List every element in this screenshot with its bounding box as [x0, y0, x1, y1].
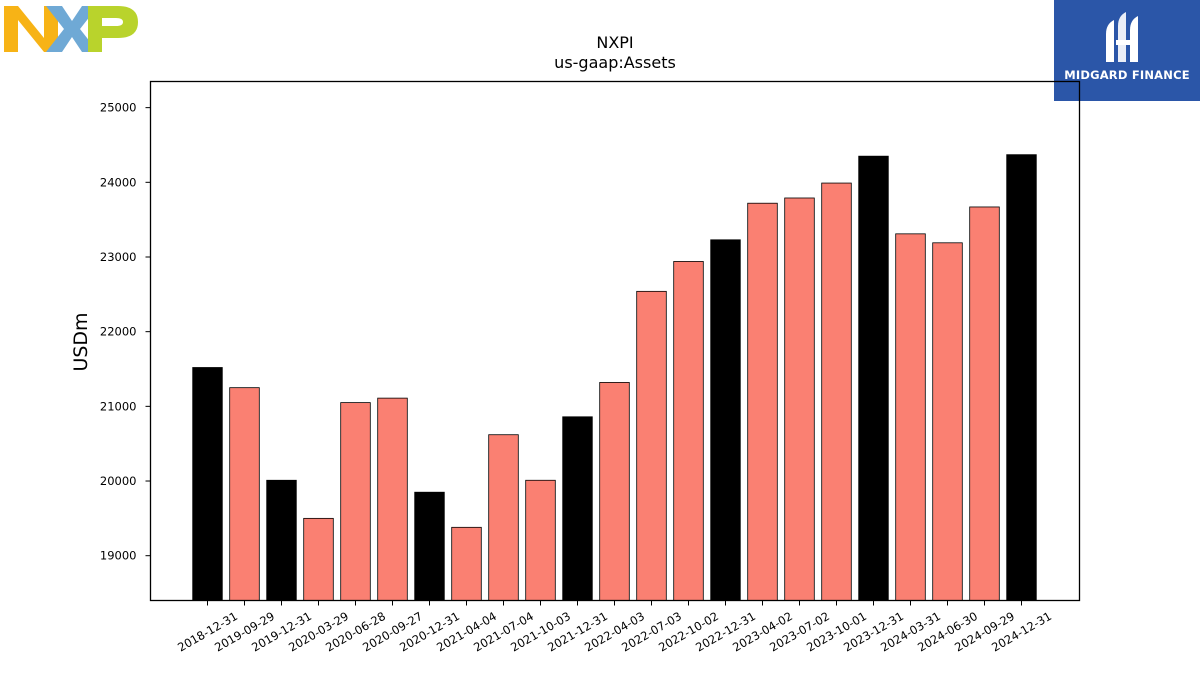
- bar-2023-10-01: [821, 182, 852, 601]
- y-tick-label: 24000: [100, 175, 137, 189]
- y-tick-label: 22000: [100, 325, 137, 339]
- bar-2022-12-31: [710, 239, 741, 601]
- x-axis: 2018-12-312019-09-292019-12-312020-03-29…: [175, 600, 1054, 655]
- bar-2024-06-30: [932, 242, 963, 601]
- bars-group: [192, 154, 1037, 601]
- bar-2019-09-29: [229, 387, 260, 601]
- bar-2022-10-02: [673, 261, 704, 601]
- bar-2020-03-29: [303, 517, 334, 601]
- bar-2021-04-04: [451, 526, 482, 601]
- y-tick-label: 19000: [100, 549, 137, 563]
- chart-title: NXPI: [596, 33, 633, 52]
- bar-2023-07-02: [784, 197, 815, 601]
- bar-2021-07-04: [488, 434, 519, 601]
- bar-2020-12-31: [414, 491, 445, 601]
- y-tick-label: 25000: [100, 101, 137, 115]
- logo-n-letter: [4, 6, 58, 52]
- bar-2023-12-31: [858, 155, 889, 601]
- y-axis: 19000 20000 21000 22000 23000 24000 25000: [100, 101, 151, 563]
- logo-p-letter: [88, 6, 138, 52]
- chart-subtitle: us-gaap:Assets: [554, 53, 676, 72]
- bar-2018-12-31: [192, 367, 223, 601]
- plot-frame: [149, 80, 1081, 602]
- bar-2019-12-31: [266, 479, 297, 601]
- y-tick-label: 20000: [100, 474, 137, 488]
- nxp-logo: [4, 6, 138, 52]
- bar-2022-04-03: [599, 382, 630, 601]
- brand-name: MIDGARD FINANCE: [1064, 68, 1190, 82]
- logo-x-letter: [46, 6, 98, 52]
- bar-2023-04-02: [747, 202, 778, 601]
- y-tick-label: 21000: [100, 399, 137, 413]
- bar-2022-07-03: [636, 290, 667, 601]
- bar-2024-12-31: [1006, 154, 1037, 601]
- y-axis-label: USDm: [70, 312, 92, 371]
- y-tick-label: 23000: [100, 250, 137, 264]
- bar-2020-09-27: [377, 397, 408, 601]
- bar-2021-12-31: [562, 416, 593, 601]
- bar-2021-10-03: [525, 479, 556, 601]
- bar-2024-09-29: [969, 206, 1000, 601]
- bar-2020-06-28: [340, 402, 371, 601]
- midgard-logo-icon: [1106, 12, 1138, 62]
- bar-2024-03-31: [895, 233, 926, 601]
- midgard-finance-badge: MIDGARD FINANCE: [1054, 0, 1200, 101]
